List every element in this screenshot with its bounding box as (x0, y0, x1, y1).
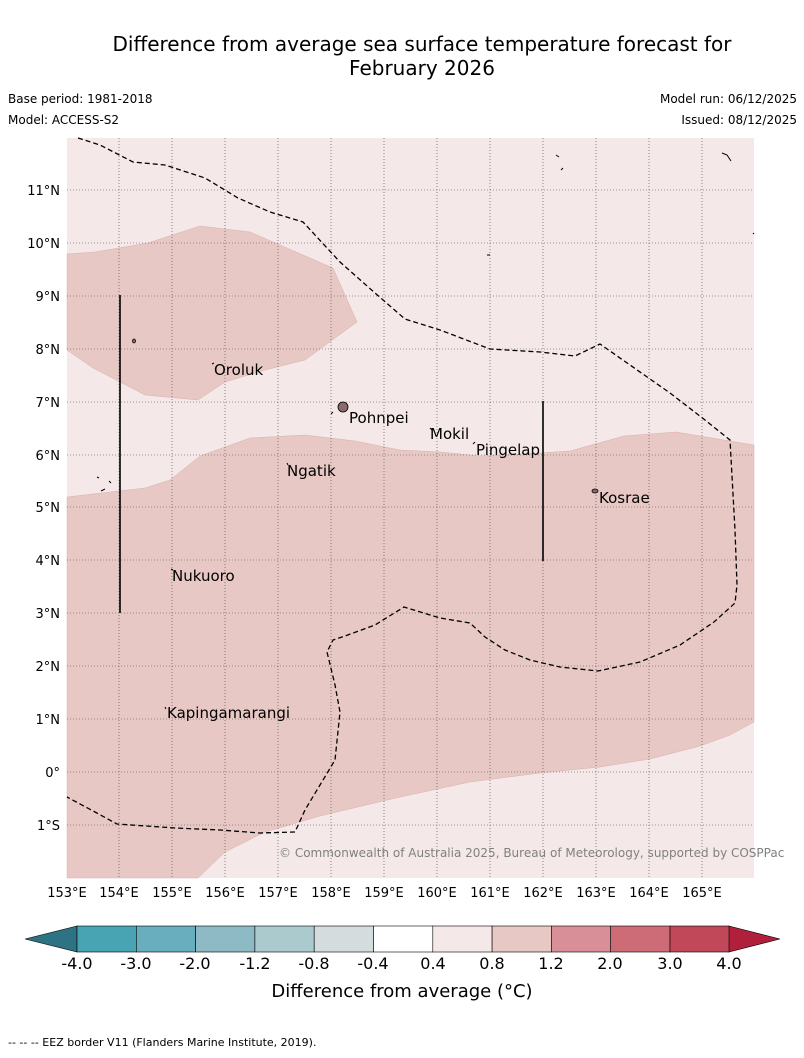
colorbar-tick: 2.0 (597, 954, 622, 973)
colorbar-segment (432, 925, 493, 953)
warm-anomaly-south (66, 431, 755, 879)
lat-label: 6°N (36, 449, 61, 464)
lat-label: 1°N (36, 713, 61, 728)
colorbar-segment (136, 925, 196, 953)
place-label-pohnpei: Pohnpei (349, 409, 409, 427)
colorbar-ticks: -4.0 -3.0 -2.0 -1.2 -0.8 -0.4 0.4 0.8 1.… (61, 954, 741, 973)
latitude-axis: 11°N 10°N 9°N 8°N 7°N 6°N 5°N 4°N 3°N 2°… (27, 184, 60, 834)
gridlines (67, 138, 754, 878)
colorbar-tick: -0.8 (298, 954, 329, 973)
colorbar-tick: 1.2 (538, 954, 563, 973)
atoll-icon (132, 338, 136, 344)
lon-label: 160°E (417, 886, 457, 901)
colorbar-segment (195, 925, 256, 953)
lat-label: 0° (45, 766, 60, 781)
lat-label: 9°N (36, 290, 61, 305)
title-line-1: Difference from average sea surface temp… (112, 32, 732, 56)
title-line-2: February 2026 (349, 56, 495, 80)
place-label-nukuoro: Nukuoro (172, 567, 235, 585)
lon-label: 163°E (576, 886, 616, 901)
colorbar-segment (669, 925, 730, 953)
colorbar-tick: -4.0 (61, 954, 92, 973)
longitude-axis: 153°E 154°E 155°E 156°E 157°E 158°E 159°… (47, 886, 722, 901)
atoll-marks (96, 152, 755, 710)
place-label-kosrae: Kosrae (599, 489, 650, 507)
lon-label: 165°E (682, 886, 722, 901)
place-label-ngatik: Ngatik (287, 462, 336, 480)
map-figure: Oroluk Pohnpei Mokil Pingelap Ngatik Kos… (24, 137, 784, 1002)
place-label-kapingamarangi: Kapingamarangi (167, 704, 290, 722)
base-period: Base period: 1981-2018 (8, 92, 153, 106)
lon-label: 158°E (311, 886, 351, 901)
colorbar-extend-low (24, 925, 78, 953)
copyright-notice: © Commonwealth of Australia 2025, Bureau… (279, 846, 784, 860)
lat-label: 3°N (36, 607, 61, 622)
colorbar-segment (491, 925, 552, 953)
colorbar-label: Difference from average (°C) (271, 981, 532, 1002)
colorbar-tick: 0.4 (420, 954, 445, 973)
colorbar-segment (551, 925, 612, 953)
lon-label: 164°E (629, 886, 669, 901)
issued-date: Issued: 08/12/2025 (681, 113, 797, 127)
colorbar-tick: 3.0 (657, 954, 682, 973)
chart-title: Difference from average sea surface temp… (40, 32, 804, 80)
colorbar: -4.0 -3.0 -2.0 -1.2 -0.8 -0.4 0.4 0.8 1.… (24, 925, 781, 1002)
colorbar-tick: 4.0 (716, 954, 741, 973)
eez-footnote: -- -- -- EEZ border V11 (Flanders Marine… (8, 1036, 317, 1049)
colorbar-segment (610, 925, 671, 953)
lat-label: 4°N (36, 554, 61, 569)
warm-anomaly-north (66, 225, 358, 401)
lat-label: 5°N (36, 501, 61, 516)
pohnpei-island-icon (337, 401, 349, 413)
lon-label: 159°E (364, 886, 404, 901)
lon-label: 156°E (205, 886, 245, 901)
model-run: Model run: 06/12/2025 (659, 92, 797, 106)
lon-label: 157°E (258, 886, 298, 901)
colorbar-tick: 0.8 (479, 954, 504, 973)
colorbar-extend-high (728, 925, 781, 953)
islands (132, 338, 599, 494)
colorbar-tick: -1.2 (239, 954, 270, 973)
lat-label: 7°N (36, 396, 61, 411)
lat-label: 10°N (27, 237, 60, 252)
colorbar-segment (373, 925, 434, 953)
colorbar-tick: -3.0 (120, 954, 151, 973)
kosrae-island-icon (591, 488, 599, 494)
lon-label: 161°E (470, 886, 510, 901)
colorbar-segment (313, 925, 374, 953)
place-label-pingelap: Pingelap (476, 441, 540, 459)
lat-label: 1°S (37, 819, 60, 834)
lon-label: 153°E (47, 886, 87, 901)
lat-label: 8°N (36, 343, 61, 358)
place-label-oroluk: Oroluk (214, 361, 263, 379)
place-label-mokil: Mokil (430, 425, 469, 443)
colorbar-segment (76, 925, 137, 953)
lon-label: 162°E (523, 886, 563, 901)
eez-border (66, 137, 738, 834)
model-name: Model: ACCESS-S2 (8, 113, 120, 127)
lat-label: 11°N (27, 184, 60, 199)
lat-label: 2°N (36, 660, 61, 675)
lon-label: 155°E (152, 886, 192, 901)
colorbar-tick: -2.0 (179, 954, 210, 973)
colorbar-segment (254, 925, 315, 953)
lon-label: 154°E (99, 886, 139, 901)
colorbar-tick: -0.4 (357, 954, 388, 973)
